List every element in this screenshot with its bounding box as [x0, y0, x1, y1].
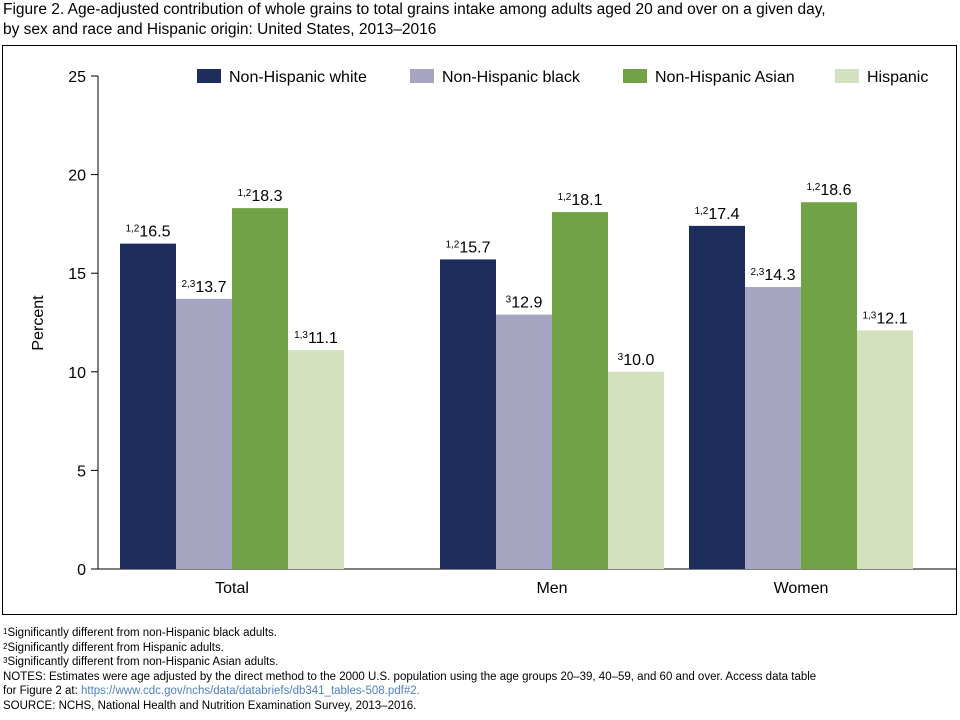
bar-value-label: 310.0	[618, 352, 655, 369]
x-tick-label: Women	[774, 580, 829, 597]
bar-value-label: 1,311.1	[294, 330, 338, 347]
footnote-2-mark: 2	[3, 641, 8, 651]
legend-swatch	[197, 69, 221, 83]
bar-label-value: 13.7	[195, 279, 226, 296]
bar-value-label: 1,217.4	[694, 206, 739, 223]
bar-label-value: 12.1	[876, 310, 907, 327]
bar-value-label: 1,218.3	[237, 188, 282, 205]
bar-label-footnote-mark: 1,2	[694, 206, 708, 217]
bar	[496, 314, 552, 569]
y-tick-label: 20	[68, 168, 86, 185]
y-tick-label: 15	[68, 266, 86, 283]
bar-label-value: 18.1	[571, 192, 602, 209]
source-note: SOURCE: NCHS, National Health and Nutrit…	[3, 699, 417, 712]
x-tick-label: Men	[536, 580, 567, 597]
bar-value-label: 1,218.1	[557, 192, 602, 209]
bar-value-label: 1,218.6	[806, 182, 851, 199]
legend-swatch	[410, 69, 434, 83]
bar	[440, 259, 496, 569]
footnote-3: 3Significantly different from non-Hispan…	[3, 655, 953, 670]
bar	[120, 243, 176, 569]
bar-label-value: 14.3	[764, 267, 795, 284]
legend-label: Hispanic	[867, 69, 928, 86]
footnotes: 1Significantly different from non-Hispan…	[3, 626, 953, 713]
x-tick-label: Total	[215, 580, 249, 597]
bar-label-footnote-mark: 1,2	[557, 192, 571, 203]
bar	[745, 287, 801, 569]
chart-frame: 0 5 10 15 20 25 Total Men Women 1,216.5 1,215.7 1,…	[2, 45, 957, 615]
y-tick-label: 0	[77, 562, 86, 579]
bar-label-footnote-mark: 2,3	[750, 267, 764, 278]
bar-label-footnote-mark: 1,3	[862, 310, 876, 321]
bar-value-label: 2,314.3	[750, 267, 795, 284]
y-tick-label: 25	[68, 69, 86, 86]
bar	[232, 208, 288, 569]
bar	[608, 371, 664, 569]
footnote-3-mark: 3	[3, 656, 8, 665]
notes-line-2: for Figure 2 at: https://www.cdc.gov/nch…	[3, 684, 953, 699]
bar	[689, 225, 745, 569]
figure-title-line-2: by sex and race and Hispanic origin: Uni…	[3, 21, 437, 38]
bar-value-label: 312.9	[506, 295, 543, 312]
bar-label-value: 18.3	[251, 188, 282, 205]
bar	[552, 212, 608, 569]
bar	[801, 202, 857, 569]
footnote-1-text: Significantly different from non-Hispani…	[7, 627, 277, 639]
legend-swatch	[835, 69, 859, 83]
bar-label-value: 15.7	[459, 239, 490, 256]
bar-value-label: 1,312.1	[862, 310, 907, 327]
bar-label-footnote-mark: 1,2	[445, 239, 459, 250]
bar-value-label: 2,313.7	[181, 279, 226, 296]
legend-label: Non-Hispanic white	[229, 69, 367, 86]
bar	[176, 298, 232, 569]
bar	[857, 330, 913, 569]
y-tick-label: 10	[68, 365, 86, 382]
footnote-3-text: Significantly different from non-Hispani…	[7, 656, 279, 668]
bar-label-footnote-mark: 1,2	[237, 188, 251, 199]
data-table-link[interactable]: https://www.cdc.gov/nchs/data/databriefs…	[80, 685, 420, 697]
bar	[288, 350, 344, 569]
figure-title: Figure 2. Age-adjusted contribution of w…	[3, 0, 958, 40]
bar-label-value: 18.6	[820, 182, 851, 199]
bar-label-footnote-mark: 1,2	[806, 182, 820, 193]
bars	[120, 202, 913, 569]
bar-value-label: 1,215.7	[445, 239, 490, 256]
footnote-1: 1Significantly different from non-Hispan…	[3, 626, 953, 641]
bar-label-value: 11.1	[308, 330, 338, 347]
legend-label: Non-Hispanic Asian	[655, 69, 795, 86]
footnote-2: 2Significantly different from Hispanic a…	[3, 641, 953, 656]
y-axis-label: Percent	[30, 295, 47, 351]
figure-title-line-1: Figure 2. Age-adjusted contribution of w…	[3, 1, 826, 18]
legend-swatch	[623, 69, 647, 83]
bar-label-footnote-mark: 1,3	[294, 330, 308, 341]
bar-value-label: 1,216.5	[125, 224, 170, 241]
bar-label-footnote-mark: 3	[618, 352, 624, 363]
y-tick-label: 5	[77, 463, 86, 480]
data-labels: 1,216.51,215.71,217.42,313.7312.92,314.3…	[125, 182, 907, 369]
bar-label-value: 16.5	[139, 224, 170, 241]
bar-label-footnote-mark: 3	[506, 295, 512, 306]
footnote-2-text: Significantly different from Hispanic ad…	[7, 641, 224, 654]
legend: Non-Hispanic white Non-Hispanic black Non-…	[197, 69, 928, 86]
bar-label-value: 17.4	[708, 206, 739, 223]
footnote-1-mark: 1	[3, 627, 8, 636]
notes-link-prefix: for Figure 2 at:	[3, 685, 81, 697]
notes-line-1: NOTES: Estimates were age adjusted by th…	[3, 670, 817, 683]
legend-label: Non-Hispanic black	[442, 69, 581, 86]
bar-label-footnote-mark: 2,3	[181, 279, 195, 290]
bar-label-value: 12.9	[511, 295, 542, 312]
bar-label-footnote-mark: 1,2	[125, 224, 139, 235]
bar-label-value: 10.0	[623, 352, 654, 369]
